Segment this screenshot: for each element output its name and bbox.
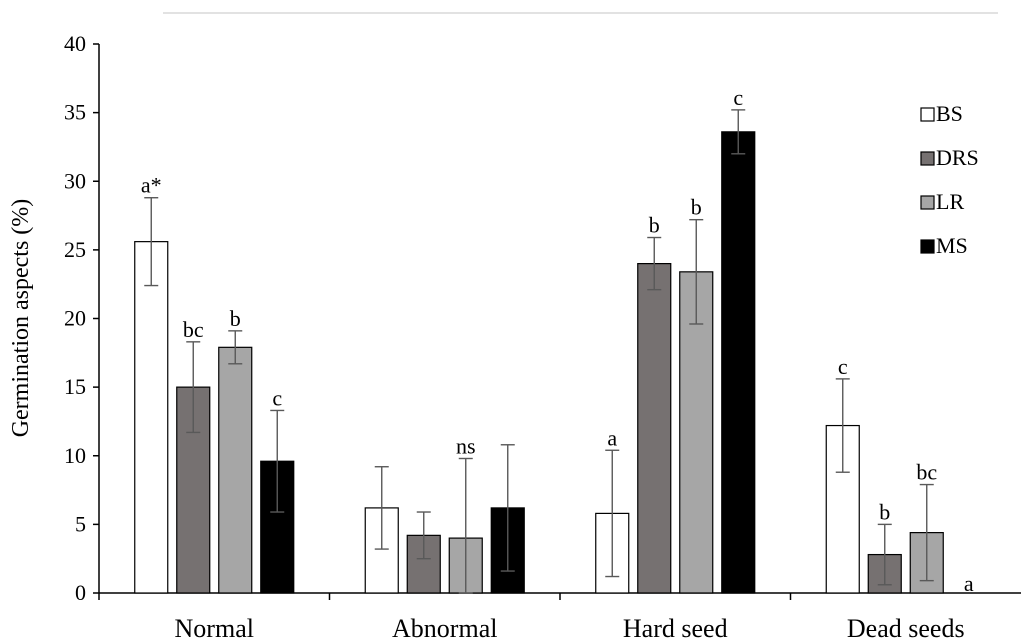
- legend-swatch: [920, 195, 935, 210]
- legend-swatch: [920, 239, 935, 254]
- significance-label: b: [230, 306, 241, 331]
- y-axis-label: Germination aspects (%): [8, 199, 34, 438]
- significance-label: b: [691, 195, 702, 220]
- y-tick-label: 20: [64, 306, 86, 331]
- significance-label: c: [272, 385, 282, 410]
- bar: [637, 263, 672, 594]
- y-tick-label: 30: [64, 168, 86, 193]
- significance-label: ns: [456, 433, 476, 458]
- legend-swatch: [920, 151, 935, 166]
- significance-label: c: [838, 354, 848, 379]
- bar: [218, 346, 253, 594]
- y-tick-label: 10: [64, 443, 86, 468]
- y-axis: 0 5 10 15 20 25 30 35 40: [64, 31, 100, 605]
- x-category-label: Dead seeds: [847, 614, 965, 642]
- x-category-label: Normal: [175, 614, 254, 642]
- x-category-label: Abnormal: [392, 614, 497, 642]
- bar: [679, 271, 714, 594]
- bar: [721, 131, 756, 594]
- legend-label: BS: [936, 101, 963, 126]
- significance-label: a: [964, 571, 974, 596]
- x-category-label: Hard seed: [623, 614, 728, 642]
- x-axis: Normal Abnormal Hard seed Dead seeds: [98, 592, 1021, 642]
- legend: BS DRS LR MS: [920, 101, 979, 258]
- y-tick-label: 15: [64, 374, 86, 399]
- y-tick-label: 35: [64, 100, 86, 125]
- significance-label: bc: [916, 460, 937, 485]
- y-tick-label: 25: [64, 237, 86, 262]
- significance-label: a*: [141, 173, 162, 198]
- legend-swatch: [920, 107, 935, 122]
- bar: [134, 241, 169, 594]
- legend-label: LR: [936, 189, 964, 214]
- y-tick-label: 5: [75, 511, 86, 536]
- significance-label: b: [879, 499, 890, 524]
- significance-label: c: [733, 85, 743, 110]
- y-tick-label: 40: [64, 31, 86, 56]
- significance-label: bc: [183, 317, 204, 342]
- y-tick-label: 0: [75, 580, 86, 605]
- legend-label: DRS: [936, 145, 979, 170]
- legend-label: MS: [936, 233, 968, 258]
- significance-label: b: [649, 213, 660, 238]
- significance-label: a: [607, 425, 617, 450]
